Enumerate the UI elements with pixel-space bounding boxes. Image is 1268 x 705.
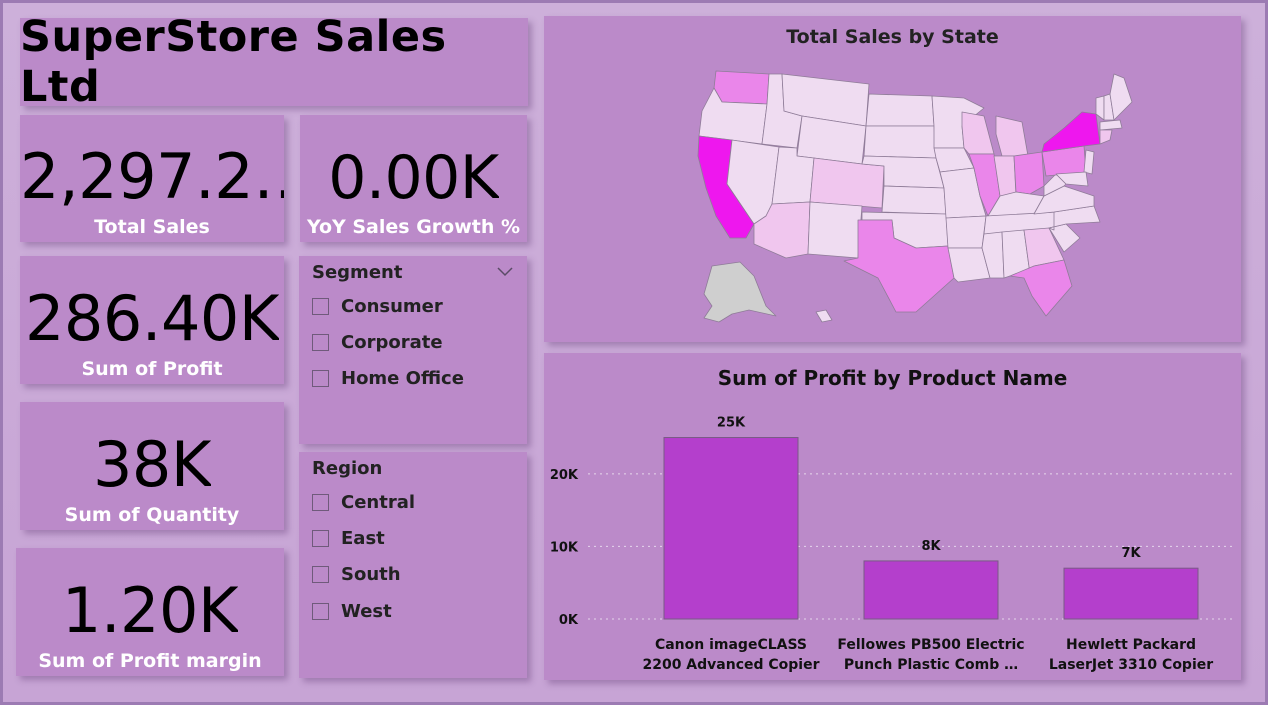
data-label: 7K <box>1121 546 1141 561</box>
checkbox[interactable] <box>312 603 329 620</box>
data-label: 25K <box>717 416 746 431</box>
region-slicer-title: Region <box>312 458 383 479</box>
region-slicer: Region Central East South West <box>299 452 527 678</box>
checkbox[interactable] <box>312 298 329 315</box>
checkbox[interactable] <box>312 530 329 547</box>
us-states-map[interactable] <box>544 16 1241 342</box>
data-label: 8K <box>921 539 941 554</box>
profit-margin-label: Sum of Profit margin <box>38 650 262 672</box>
state-ma[interactable] <box>1099 119 1123 131</box>
profit-value: 286.40K <box>24 288 280 350</box>
quantity-label: Sum of Quantity <box>64 504 240 526</box>
profit-margin-value: 1.20K <box>61 580 239 642</box>
state-wa[interactable] <box>713 70 770 105</box>
segment-option-consumer[interactable]: Consumer <box>312 296 443 317</box>
checkbox[interactable] <box>312 494 329 511</box>
x-tick-label: 2200 Advanced Copier <box>642 657 819 673</box>
segment-option-label: Corporate <box>341 332 443 353</box>
state-nd[interactable] <box>865 93 935 127</box>
state-sd[interactable] <box>863 125 937 159</box>
region-option-west[interactable]: West <box>312 601 392 622</box>
chart-title: Sum of Profit by Product Name <box>717 366 1068 390</box>
y-tick-label: 10K <box>550 540 579 555</box>
state-nj[interactable] <box>1083 149 1095 175</box>
segment-slicer: Segment Consumer Corporate Home Office <box>299 256 527 444</box>
state-oh[interactable] <box>1013 151 1045 195</box>
x-tick-label: Punch Plastic Comb … <box>844 657 1018 673</box>
segment-option-home-office[interactable]: Home Office <box>312 368 464 389</box>
state-la[interactable] <box>947 247 991 283</box>
profit-margin-card[interactable]: 1.20K Sum of Profit margin <box>16 548 284 676</box>
state-ms[interactable] <box>981 231 1005 279</box>
chevron-down-icon[interactable] <box>497 264 513 280</box>
state-hi[interactable] <box>815 309 833 323</box>
sales-by-state-map-card: Total Sales by State <box>544 16 1241 342</box>
total-sales-value: 2,297.2… <box>20 146 284 208</box>
quantity-value: 38K <box>92 434 212 496</box>
quantity-card[interactable]: 38K Sum of Quantity <box>20 402 284 530</box>
bar[interactable] <box>863 560 999 620</box>
state-nm[interactable] <box>807 201 863 259</box>
total-sales-card[interactable]: 2,297.2… Total Sales <box>20 115 284 242</box>
checkbox[interactable] <box>312 566 329 583</box>
state-wv[interactable] <box>1043 173 1067 197</box>
profit-bar-chart: 0K 10K 20K 25K Canon imageCLASS 2200 Advanced… <box>550 416 1234 673</box>
profit-by-product-card: Sum of Profit by Product Name 0K 10K 20K 25… <box>544 353 1241 680</box>
profit-label: Sum of Profit <box>81 358 223 380</box>
state-ks[interactable] <box>881 185 947 215</box>
region-option-label: South <box>341 564 401 585</box>
state-fl[interactable] <box>1009 259 1073 317</box>
region-option-label: East <box>341 528 385 549</box>
title-card: SuperStore Sales Ltd <box>20 12 528 112</box>
state-co[interactable] <box>809 157 885 209</box>
state-ct[interactable] <box>1099 129 1113 145</box>
bar[interactable] <box>663 437 799 620</box>
state-ny[interactable] <box>1041 111 1101 153</box>
x-tick-label: Canon imageCLASS <box>655 637 807 653</box>
y-tick-label: 0K <box>559 613 579 628</box>
region-option-central[interactable]: Central <box>312 492 415 513</box>
x-tick-label: Hewlett Packard <box>1066 637 1196 653</box>
state-tx[interactable] <box>843 219 955 313</box>
total-sales-label: Total Sales <box>94 216 210 238</box>
bar[interactable] <box>1063 567 1199 620</box>
map-title: Total Sales by State <box>786 26 999 48</box>
region-option-east[interactable]: East <box>312 528 385 549</box>
yoy-growth-label: YoY Sales Growth % <box>306 216 521 238</box>
segment-option-label: Consumer <box>341 296 443 317</box>
profit-card[interactable]: 286.40K Sum of Profit <box>20 256 284 384</box>
region-option-south[interactable]: South <box>312 564 401 585</box>
state-me[interactable] <box>1109 73 1133 121</box>
yoy-growth-value: 0.00K <box>328 148 499 208</box>
x-tick-label: Fellowes PB500 Electric <box>837 637 1024 653</box>
checkbox[interactable] <box>312 370 329 387</box>
segment-slicer-title: Segment <box>312 262 403 283</box>
state-ar[interactable] <box>945 215 987 249</box>
state-md[interactable] <box>1055 171 1089 187</box>
state-vt[interactable] <box>1095 95 1105 121</box>
segment-option-label: Home Office <box>341 368 464 389</box>
region-option-label: Central <box>341 492 416 513</box>
x-tick-label: LaserJet 3310 Copier <box>1049 657 1213 673</box>
page-title: SuperStore Sales Ltd <box>20 12 447 112</box>
state-ak[interactable] <box>703 261 777 323</box>
state-mi[interactable] <box>995 115 1029 157</box>
state-wi[interactable] <box>961 111 995 155</box>
y-tick-label: 20K <box>550 468 579 483</box>
yoy-growth-card[interactable]: 0.00K YoY Sales Growth % <box>300 115 527 242</box>
region-option-label: West <box>341 601 392 622</box>
checkbox[interactable] <box>312 334 329 351</box>
segment-option-corporate[interactable]: Corporate <box>312 332 443 353</box>
